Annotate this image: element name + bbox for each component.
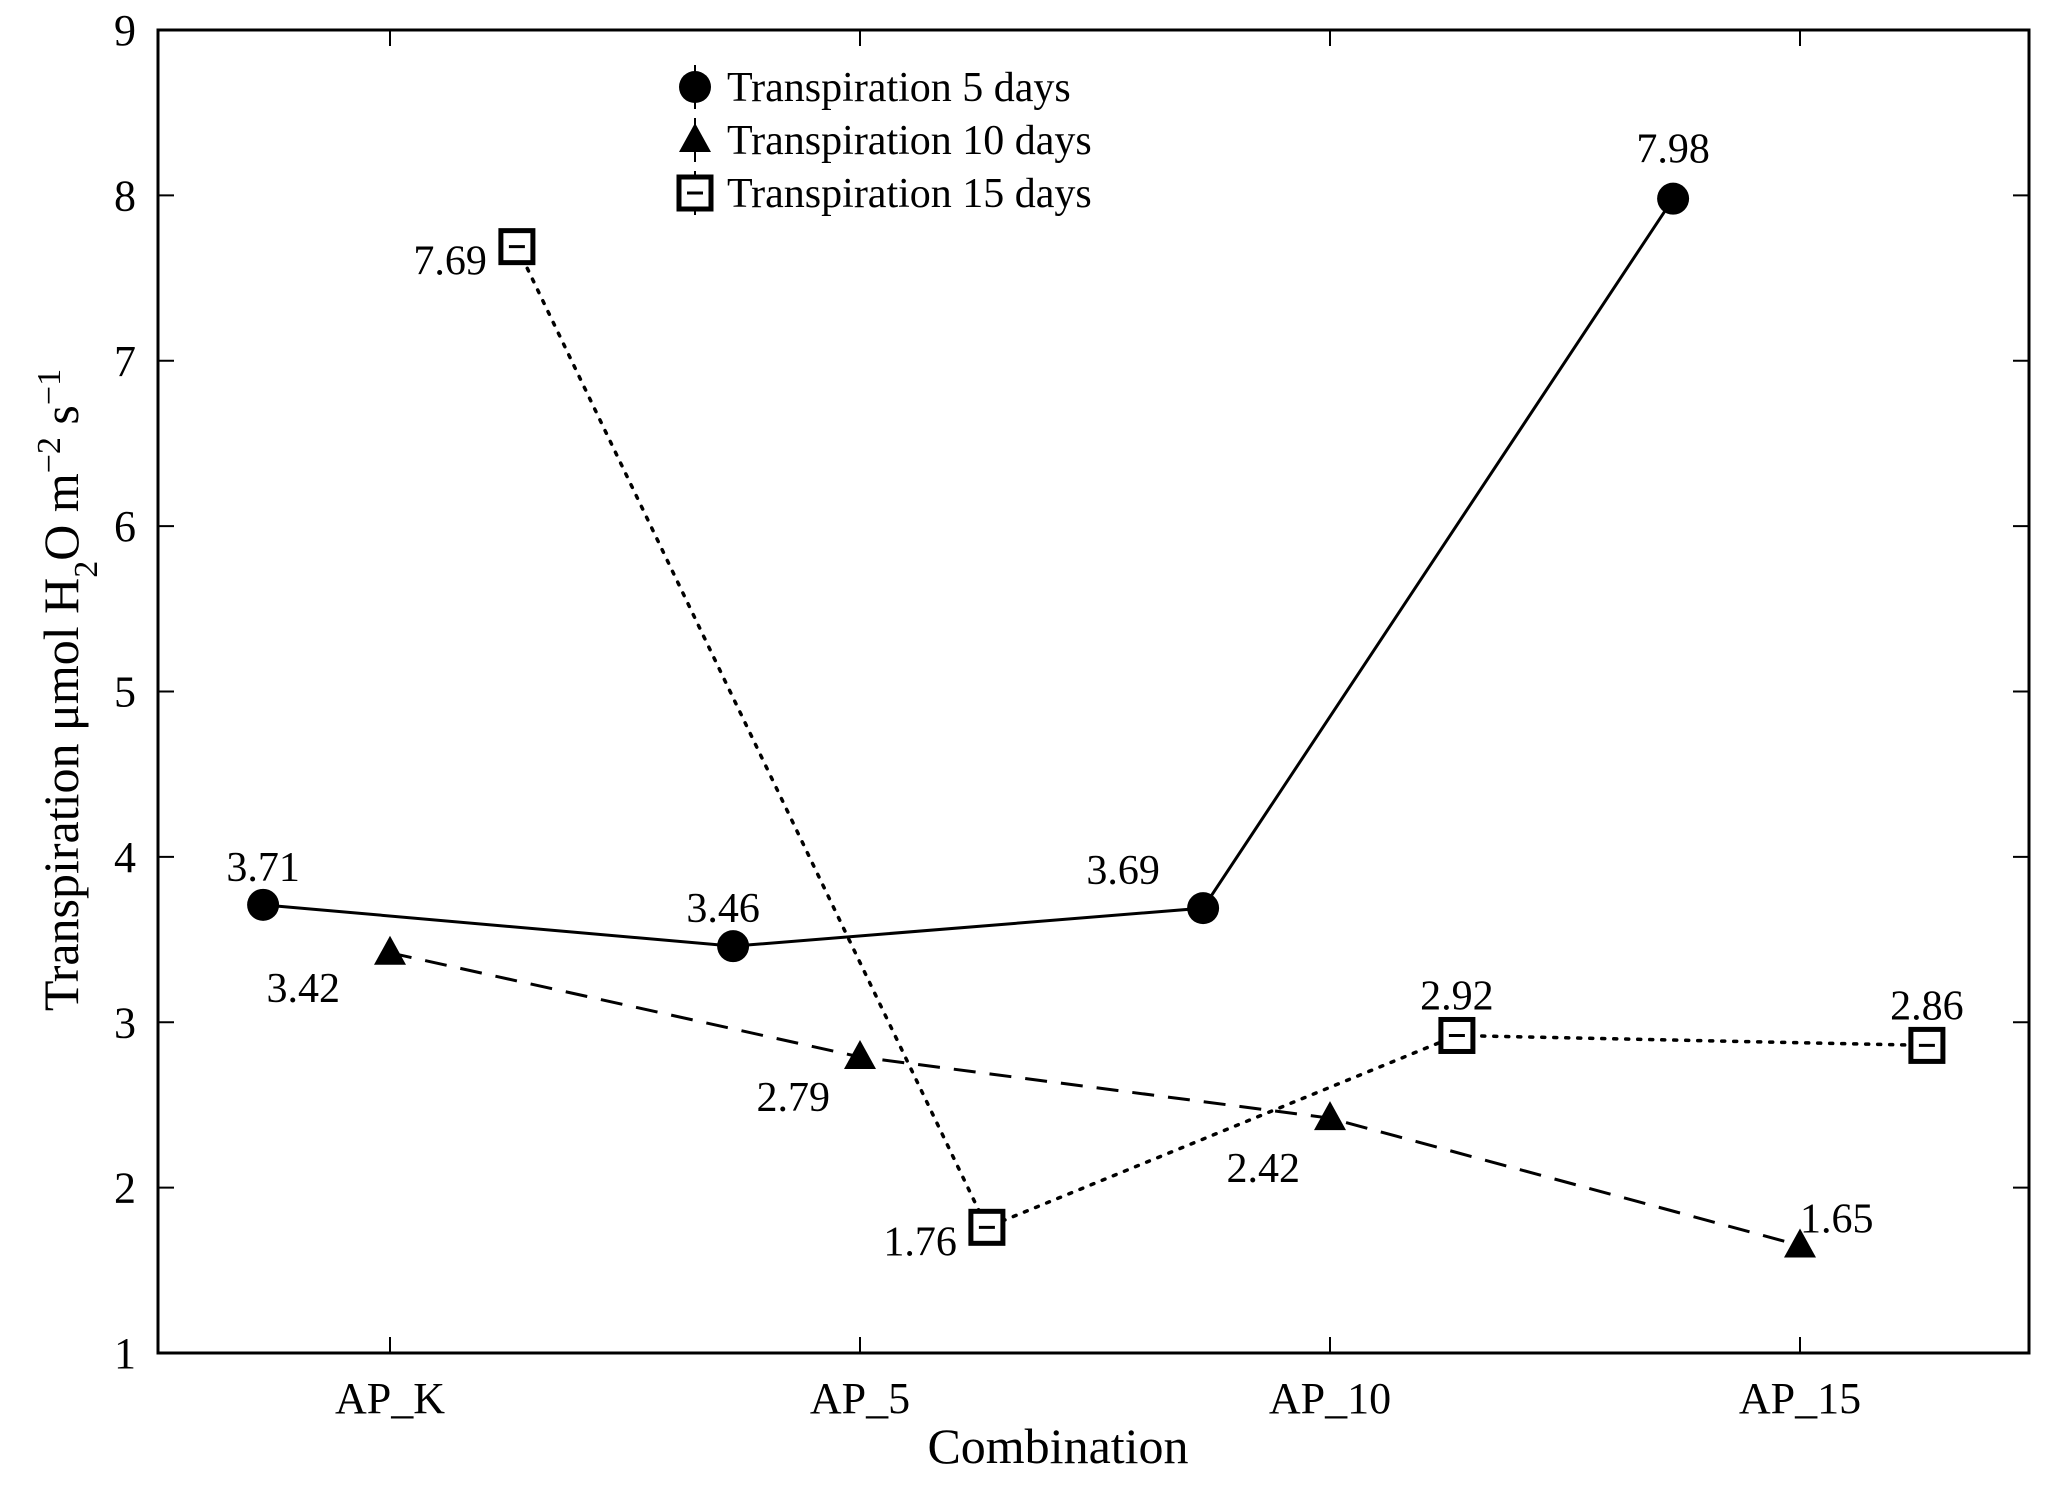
data-label: 3.46 <box>686 886 760 932</box>
y-tick-label: 2 <box>114 1164 136 1213</box>
x-tick-label: AP_15 <box>1739 1374 1861 1423</box>
series-line <box>262 197 1675 948</box>
y-tick-label: 9 <box>114 6 136 55</box>
y-tick-label: 8 <box>114 171 136 220</box>
data-label: 1.65 <box>1800 1197 1874 1243</box>
series-1 <box>247 182 1690 963</box>
x-axis-title: Combination <box>927 1418 1188 1474</box>
series-line <box>515 244 1929 1230</box>
legend-marker <box>679 123 711 152</box>
x-tick-label: AP_10 <box>1269 1374 1391 1423</box>
x-tick-label: AP_5 <box>810 1374 910 1423</box>
data-point <box>374 935 406 965</box>
y-tick-label: 3 <box>114 998 136 1047</box>
data-point <box>1784 1228 1816 1258</box>
data-label: 2.42 <box>1227 1146 1301 1192</box>
data-point <box>498 228 536 266</box>
data-label: 7.98 <box>1636 127 1710 173</box>
x-tick-label: AP_K <box>335 1374 445 1423</box>
data-point <box>1314 1101 1346 1131</box>
data-point <box>717 930 750 963</box>
legend-marker <box>679 71 711 103</box>
legend-item: Transpiration 15 days <box>676 171 1092 217</box>
y-tick-label: 6 <box>114 502 136 551</box>
data-label: 1.76 <box>883 1219 957 1265</box>
legend-label: Transpiration 5 days <box>727 65 1071 111</box>
legend-label: Transpiration 10 days <box>727 118 1092 164</box>
data-label: 3.42 <box>267 966 341 1012</box>
y-tick-label: 7 <box>114 337 136 386</box>
data-label: 7.69 <box>413 239 487 285</box>
data-point <box>1187 892 1220 925</box>
data-point <box>1908 1026 1946 1064</box>
legend-item: Transpiration 10 days <box>679 118 1092 164</box>
legend: Transpiration 5 days Transpiration 10 day… <box>676 65 1092 217</box>
data-label: 2.92 <box>1420 973 1494 1019</box>
x-axis: AP_K AP_5 AP_10 AP_15 <box>335 30 1861 1423</box>
y-tick-label: 5 <box>114 668 136 717</box>
y-tick-label: 4 <box>114 833 136 882</box>
y-tick-label: 1 <box>114 1329 136 1378</box>
series-3 <box>498 228 1946 1246</box>
series-2 <box>374 935 1816 1258</box>
data-point <box>1657 182 1690 215</box>
series-layer <box>247 182 1946 1258</box>
y-axis: 1 2 3 4 5 6 7 8 9 <box>114 6 2029 1378</box>
data-label: 2.86 <box>1890 983 1964 1029</box>
plot-frame <box>156 28 2031 1355</box>
data-label: 3.69 <box>1086 848 1160 894</box>
legend-item: Transpiration 5 days <box>679 65 1071 111</box>
data-label: 3.71 <box>226 845 300 891</box>
y-axis-title: Transpiration μmol H2O m−2 s−1 <box>31 369 105 1011</box>
legend-label: Transpiration 15 days <box>727 171 1092 217</box>
data-point <box>247 888 280 921</box>
data-label: 2.79 <box>757 1075 831 1121</box>
data-point <box>844 1039 876 1069</box>
series-line <box>389 951 1801 1247</box>
data-labels: 3.71 3.46 3.69 7.98 3.42 2.79 2.42 1.65 7.69 1.76… <box>226 127 1963 1266</box>
